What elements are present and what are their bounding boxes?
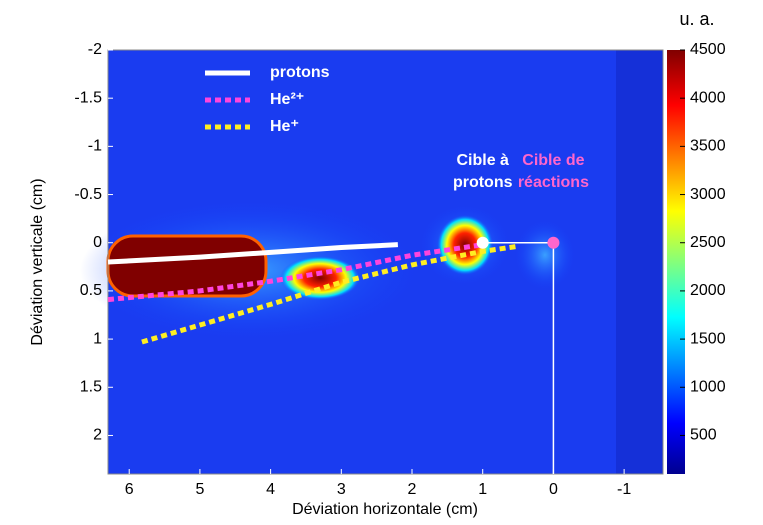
colorbar-tick-label: 2000 (690, 282, 726, 299)
y-tick-label: 2 (93, 427, 102, 444)
x-tick-label: 6 (125, 481, 134, 498)
colorbar-tick-label: 500 (690, 427, 717, 444)
colorbar-tick-label: 1000 (690, 378, 726, 395)
colorbar-label: u. a. (679, 9, 714, 29)
colorbar-tick-label: 3500 (690, 138, 726, 155)
y-axis-label: Déviation verticale (cm) (29, 178, 46, 345)
y-tick-label: -1.5 (74, 89, 102, 106)
target-point (547, 236, 560, 249)
x-tick-label: 3 (337, 481, 346, 498)
y-tick-label: 1 (93, 330, 102, 347)
y-tick-label: 1.5 (80, 378, 102, 395)
y-tick-label: 0.5 (80, 282, 102, 299)
x-tick-label: 4 (266, 481, 275, 498)
target-label: Cible à (456, 152, 509, 169)
y-tick-label: -0.5 (74, 186, 102, 203)
x-tick-label: -1 (617, 481, 631, 498)
colorbar-tick-label: 2500 (690, 234, 726, 251)
x-tick-label: 1 (478, 481, 487, 498)
colorbar-tick-label: 4500 (690, 41, 726, 58)
series-line (141, 244, 517, 345)
y-tick-label: 0 (93, 234, 102, 251)
target-label: protons (453, 174, 513, 191)
y-tick-label: -1 (88, 138, 102, 155)
series-line (107, 242, 399, 265)
y-tick-label: -2 (88, 41, 102, 58)
colorbar-tick-label: 4000 (690, 89, 726, 106)
x-axis-label: Déviation horizontale (cm) (292, 501, 478, 518)
x-tick-label: 2 (408, 481, 417, 498)
target-label: réactions (518, 174, 589, 191)
target-point (476, 236, 489, 249)
x-tick-label: 0 (549, 481, 558, 498)
legend-label: protons (270, 64, 330, 81)
legend-label: He²⁺ (270, 91, 304, 108)
target-label: Cible de (522, 152, 584, 169)
detector-image (80, 50, 663, 474)
colorbar (667, 50, 685, 474)
colorbar-tick-label: 1500 (690, 330, 726, 347)
x-tick-label: 5 (195, 481, 204, 498)
colorbar-tick-label: 3000 (690, 186, 726, 203)
legend-label: He⁺ (270, 118, 299, 135)
